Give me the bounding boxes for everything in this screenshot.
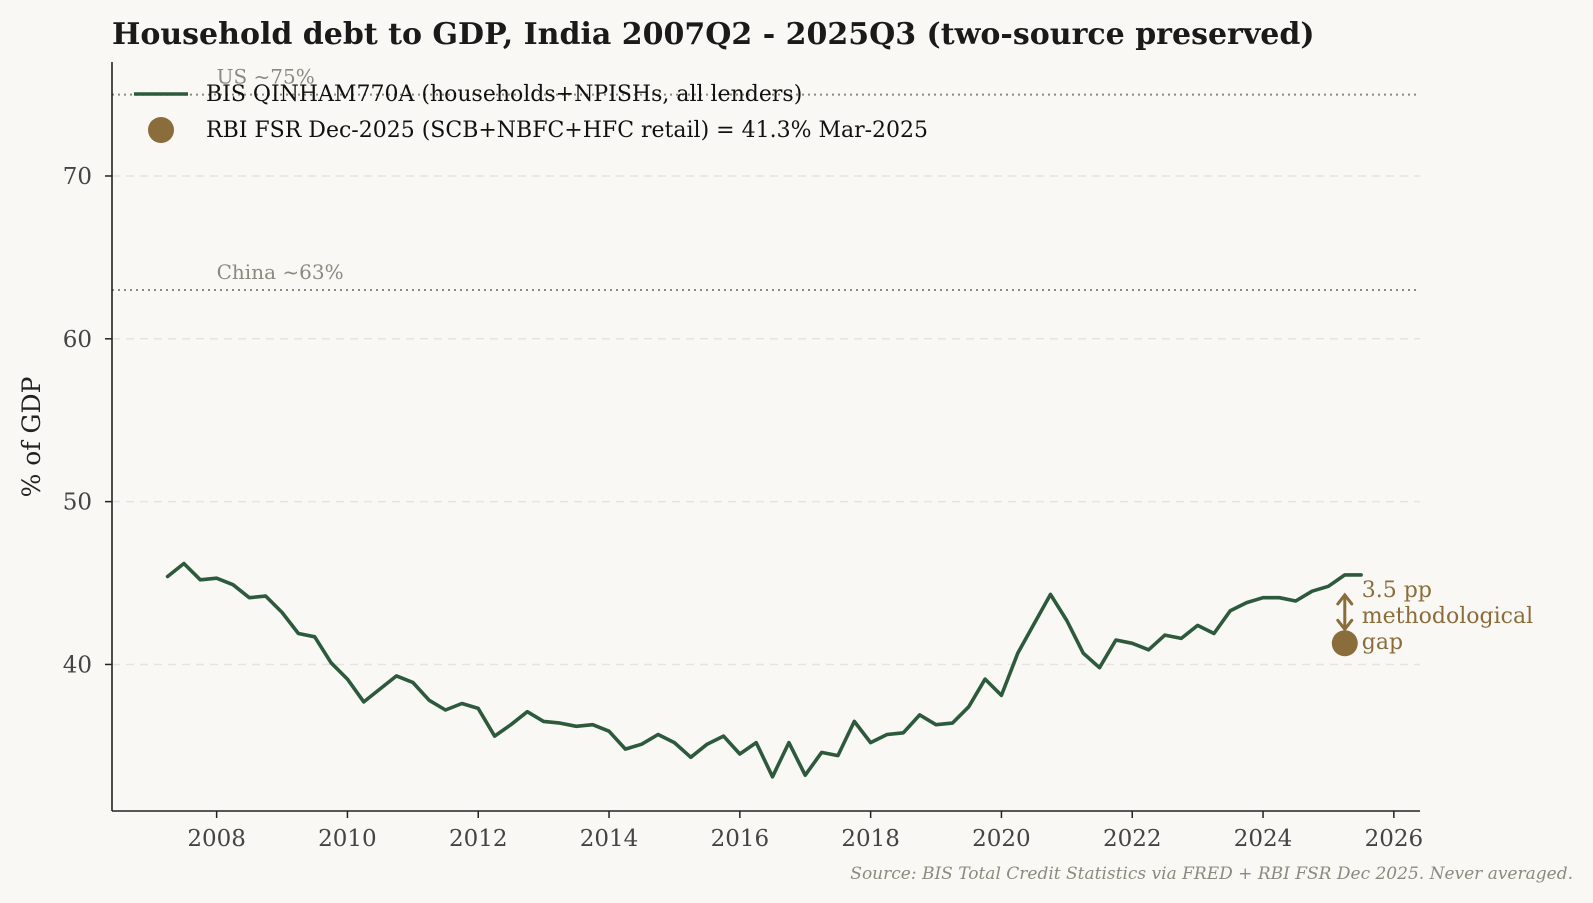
reference-lines: US ~75% China ~63% (112, 65, 1420, 291)
x-tick-label: 2022 (1103, 826, 1162, 852)
x-tick-label: 2010 (318, 826, 377, 852)
gap-annotation-line: methodological (1362, 604, 1533, 629)
gap-annotation-line: 3.5 pp (1362, 578, 1432, 603)
rbi-point (1331, 630, 1358, 657)
x-tick-label: 2024 (1234, 826, 1293, 852)
reference-label: China ~63% (217, 260, 344, 284)
axis-ticks: 2008 2010 2012 2014 2016 2018 2020 2022 2024 2026… (63, 164, 1423, 852)
y-tick-label: 60 (63, 327, 92, 353)
x-tick-label: 2020 (972, 826, 1031, 852)
x-tick-label: 2018 (841, 826, 900, 852)
x-tick-label: 2012 (449, 826, 508, 852)
y-tick-label: 70 (63, 164, 92, 190)
reference-label: US ~75% (217, 65, 315, 89)
source-note: Source: BIS Total Credit Statistics via … (850, 864, 1573, 884)
y-tick-label: 40 (63, 652, 92, 678)
series-layer (165, 561, 1363, 779)
gap-annotation-line: gap (1362, 630, 1403, 655)
gap-arrow-head-down (1336, 618, 1354, 632)
legend-label-bis: BIS QINHAM770A (households+NPISHs, all l… (206, 82, 802, 107)
bis-series-line (165, 561, 1363, 779)
legend: BIS QINHAM770A (households+NPISHs, all l… (134, 82, 928, 143)
x-tick-label: 2016 (711, 826, 770, 852)
y-tick-label: 50 (63, 490, 92, 516)
axes (111, 62, 1420, 812)
legend-label-rbi: RBI FSR Dec-2025 (SCB+NBFC+HFC retail) =… (206, 118, 928, 143)
x-tick-label: 2008 (187, 826, 246, 852)
x-tick-label: 2026 (1365, 826, 1424, 852)
grid-layer (112, 175, 1420, 666)
x-tick-label: 2014 (580, 826, 639, 852)
chart-title: Household debt to GDP, India 2007Q2 - 20… (112, 17, 1315, 52)
gap-arrow-head-up (1336, 592, 1354, 606)
legend-swatch-rbi (148, 117, 174, 143)
y-axis-label: % of GDP (17, 377, 46, 498)
